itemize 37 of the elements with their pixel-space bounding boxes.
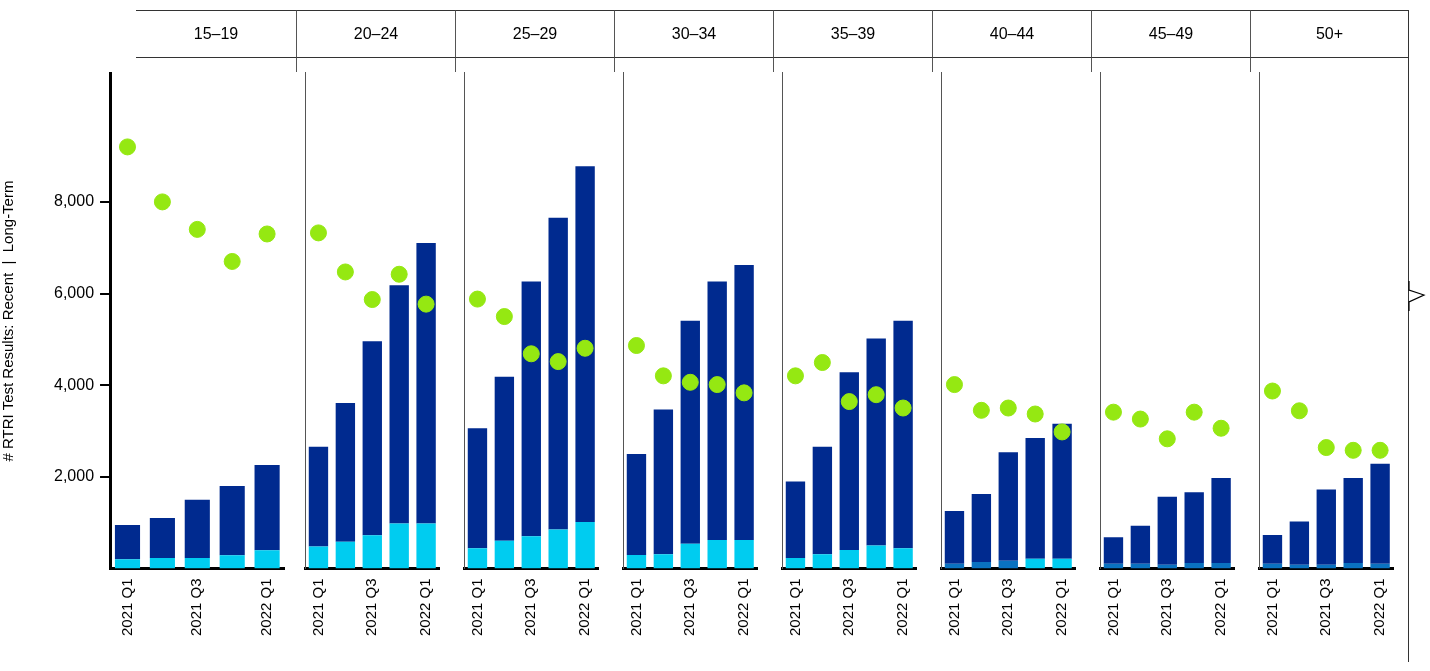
- x-tick-label: 2021 Q3: [839, 578, 857, 636]
- x-tick-label: 2022 Q1: [1052, 578, 1070, 636]
- x-tick-label: 2021 Q3: [521, 578, 539, 636]
- x-tick-label: 2021 Q3: [680, 578, 698, 636]
- chart-title: 40–44: [932, 10, 1091, 58]
- x-tick-label: 2021 Q1: [308, 578, 326, 636]
- chart-title: 50+: [1250, 10, 1409, 58]
- y-tick-label: 8,000: [53, 192, 95, 210]
- x-tick-label: 2021 Q3: [362, 578, 380, 636]
- chart-title: 15–19: [136, 10, 296, 58]
- x-tick-label: 2022 Q1: [575, 578, 593, 636]
- x-tick-label: 2021 Q3: [187, 578, 205, 636]
- chart-title: 20–24: [296, 10, 455, 58]
- x-tick-label: 2021 Q1: [117, 578, 135, 636]
- y-tick-label: 2,000: [53, 467, 95, 485]
- x-tick-label: 2022 Q1: [257, 578, 275, 636]
- x-tick-label: 2021 Q1: [785, 578, 803, 636]
- x-tick-label: 2021 Q3: [998, 578, 1016, 636]
- chart-title: 25–29: [455, 10, 614, 58]
- chart-title: 30–34: [614, 10, 773, 58]
- x-tick-label: 2022 Q1: [1211, 578, 1229, 636]
- y-tick-label: 4,000: [53, 375, 95, 393]
- x-tick-label: 2021 Q3: [1157, 578, 1175, 636]
- x-tick-label: 2022 Q1: [734, 578, 752, 636]
- y-axis-title: # RTRI Test Results: Recent | Long-Term: [0, 180, 17, 462]
- x-tick-label: 2021 Q3: [1316, 578, 1334, 636]
- x-tick-label: 2021 Q1: [1262, 578, 1280, 636]
- x-tick-label: 2022 Q1: [416, 578, 434, 636]
- x-tick-label: 2021 Q1: [467, 578, 485, 636]
- y-tick-label: 6,000: [53, 283, 95, 301]
- x-tick-label: 2022 Q1: [1370, 578, 1388, 636]
- x-tick-label: 2021 Q1: [1103, 578, 1121, 636]
- x-tick-label: 2022 Q1: [893, 578, 911, 636]
- chart-title: 35–39: [773, 10, 932, 58]
- x-tick-label: 2021 Q1: [944, 578, 962, 636]
- x-tick-label: 2021 Q1: [626, 578, 644, 636]
- chart-title: 45–49: [1091, 10, 1250, 58]
